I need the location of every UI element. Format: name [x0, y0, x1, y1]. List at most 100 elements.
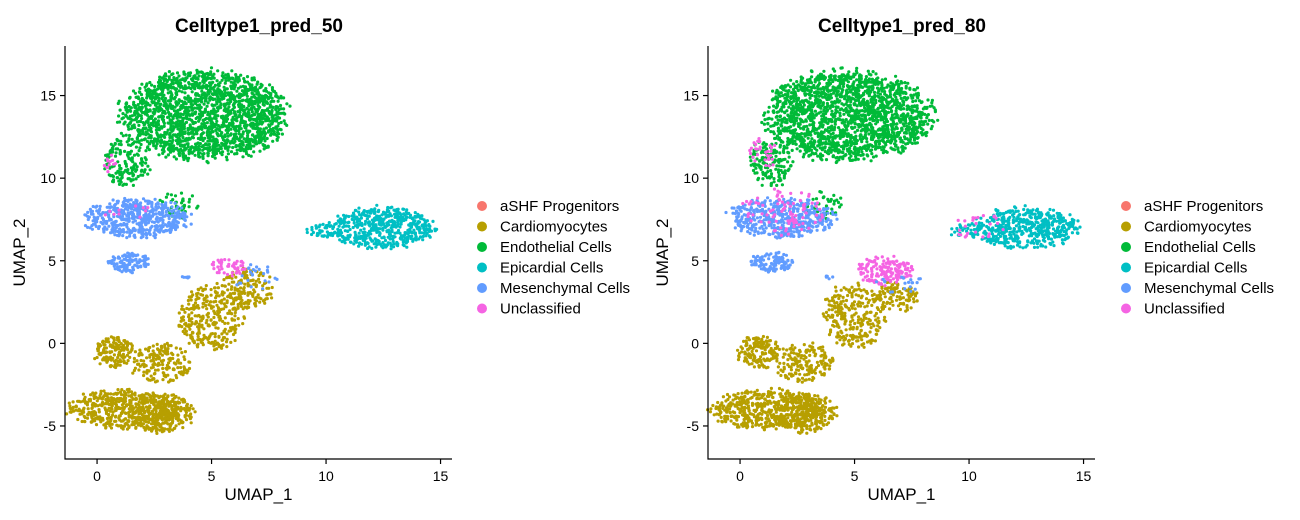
data-point: [174, 346, 178, 350]
data-point: [225, 141, 229, 145]
data-point: [109, 217, 113, 222]
data-point: [395, 213, 399, 217]
data-point: [98, 353, 103, 357]
data-point: [126, 390, 130, 394]
data-point: [305, 227, 309, 231]
data-point: [183, 100, 187, 104]
data-point: [140, 396, 145, 400]
data-point: [235, 124, 239, 129]
data-point: [365, 214, 370, 218]
data-point: [160, 353, 164, 357]
data-point: [164, 201, 168, 205]
data-point: [336, 214, 340, 218]
data-point: [222, 291, 226, 295]
data-point: [102, 218, 106, 222]
data-point: [230, 69, 234, 73]
data-point: [126, 125, 130, 129]
data-point: [109, 426, 114, 430]
data-point: [253, 269, 258, 273]
data-point: [275, 277, 279, 281]
data-point: [221, 138, 225, 142]
data-point: [243, 267, 247, 271]
data-point: [225, 272, 230, 277]
data-point: [186, 126, 190, 131]
data-point: [231, 115, 235, 119]
data-point: [421, 238, 425, 242]
data-point: [169, 229, 173, 234]
data-point: [124, 198, 128, 203]
data-point: [136, 103, 140, 107]
data-point: [244, 150, 248, 154]
data-point: [133, 109, 137, 113]
data-point: [147, 199, 151, 203]
data-point: [209, 130, 213, 135]
data-point: [116, 169, 120, 173]
data-point: [398, 231, 402, 235]
data-point: [241, 261, 245, 265]
data-point: [420, 217, 424, 221]
data-point: [137, 353, 141, 357]
data-point: [83, 395, 87, 399]
data-point: [119, 166, 123, 171]
data-point: [161, 221, 165, 225]
data-point: [305, 230, 309, 235]
data-point: [166, 153, 170, 157]
data-point: [163, 72, 168, 76]
data-point: [102, 229, 106, 233]
data-point: [379, 243, 383, 247]
cluster-mesenchymal-cells: [106, 251, 150, 275]
data-point: [116, 201, 120, 205]
data-point: [190, 90, 194, 94]
data-point: [226, 288, 230, 292]
data-point: [236, 306, 240, 310]
data-point: [155, 131, 159, 135]
data-point: [144, 209, 148, 213]
data-point: [152, 231, 156, 235]
data-point: [133, 410, 137, 414]
data-point: [189, 298, 193, 302]
data-point: [237, 99, 241, 103]
data-point: [123, 257, 128, 261]
data-point: [128, 262, 132, 266]
data-point: [131, 89, 136, 93]
data-point: [152, 144, 156, 148]
data-point: [125, 230, 129, 234]
data-point: [118, 406, 122, 410]
data-point: [74, 404, 78, 408]
data-point: [185, 368, 189, 372]
data-point: [226, 134, 230, 138]
data-point: [200, 341, 204, 345]
data-point: [95, 204, 99, 208]
data-point: [238, 301, 242, 305]
data-point: [166, 422, 170, 426]
data-point: [276, 124, 280, 128]
data-point: [159, 125, 163, 129]
data-point: [145, 82, 149, 86]
data-point: [140, 82, 144, 86]
data-point: [128, 256, 132, 260]
data-point: [245, 80, 250, 84]
data-point: [201, 305, 205, 309]
data-point: [357, 235, 361, 239]
data-point: [353, 236, 357, 240]
data-point: [238, 135, 242, 139]
data-point: [334, 222, 338, 226]
data-point: [161, 214, 165, 218]
data-point: [341, 234, 345, 238]
data-point: [196, 204, 200, 208]
data-point: [425, 219, 429, 223]
data-point: [369, 228, 374, 232]
data-point: [150, 220, 154, 224]
data-point: [114, 406, 118, 410]
data-point: [236, 287, 240, 291]
data-point: [401, 215, 405, 219]
data-point: [176, 108, 180, 112]
data-point: [247, 300, 251, 304]
data-point: [227, 101, 231, 105]
data-point: [146, 172, 150, 176]
data-point: [143, 410, 147, 415]
data-point: [199, 318, 204, 323]
umap-panel-pred-80: Celltype1_pred_800 5 10 15-5051015UMAP_1UMA…: [653, 16, 1274, 504]
data-point: [193, 87, 197, 91]
data-point: [180, 99, 184, 103]
